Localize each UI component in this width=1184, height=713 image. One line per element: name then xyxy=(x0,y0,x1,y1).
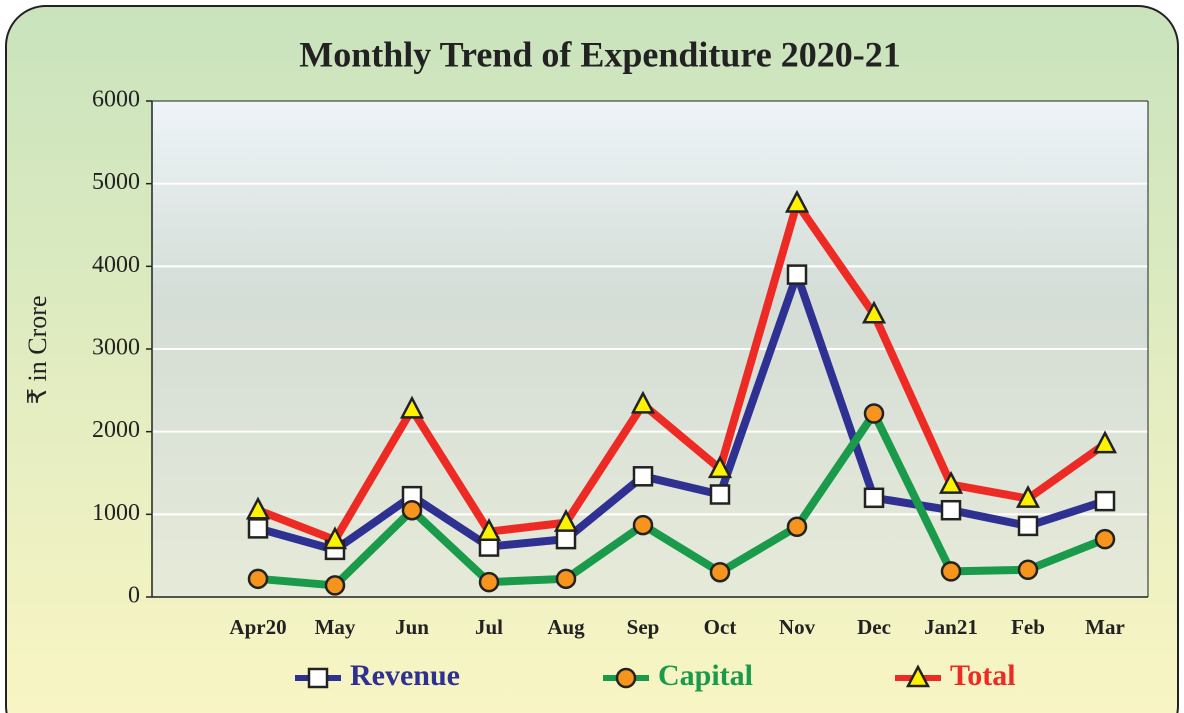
data-point xyxy=(322,526,348,550)
x-tick-label: Dec xyxy=(857,615,891,639)
data-point xyxy=(1094,490,1116,512)
legend-label: Total xyxy=(950,659,1016,692)
data-point xyxy=(938,470,964,494)
y-tick-label: 0 xyxy=(128,583,140,609)
data-point xyxy=(245,496,271,520)
series-line xyxy=(256,270,1107,554)
data-point xyxy=(632,514,654,536)
data-point xyxy=(1094,528,1116,550)
data-point xyxy=(786,264,808,285)
legend-marker xyxy=(615,667,637,689)
data-point xyxy=(555,568,577,590)
y-tick-label: 4000 xyxy=(92,252,140,278)
data-point xyxy=(630,390,656,414)
legend-label: Capital xyxy=(658,659,753,692)
data-point xyxy=(940,499,962,521)
data-point xyxy=(247,518,269,539)
x-tick-label: Jul xyxy=(475,615,503,639)
data-point xyxy=(709,484,731,505)
data-point xyxy=(707,455,733,479)
data-point xyxy=(555,528,577,550)
x-tick-label: Nov xyxy=(779,615,816,639)
data-point xyxy=(784,189,810,213)
data-point xyxy=(553,508,579,532)
data-point xyxy=(1015,484,1041,508)
data-point xyxy=(401,499,423,521)
legend-marker xyxy=(905,664,931,688)
chart-title: Monthly Trend of Expenditure 2020-21 xyxy=(299,34,900,74)
x-tick-label: May xyxy=(315,615,356,639)
legend-label: Revenue xyxy=(350,659,460,692)
x-tick-label: Jun xyxy=(395,615,429,639)
data-point xyxy=(247,568,269,590)
y-axis-label: ₹ in Crore xyxy=(23,296,52,405)
data-point xyxy=(632,466,654,487)
data-point xyxy=(861,300,887,324)
data-point xyxy=(786,516,808,537)
legend-marker xyxy=(307,667,329,689)
y-tick-label: 1000 xyxy=(92,500,140,526)
series-line xyxy=(257,409,1107,590)
x-tick-label: Aug xyxy=(547,615,585,639)
data-point xyxy=(476,518,502,541)
y-tick-label: 5000 xyxy=(92,169,140,195)
data-point xyxy=(863,403,885,424)
y-tick-label: 6000 xyxy=(92,87,140,113)
series-line xyxy=(256,199,1108,544)
data-point xyxy=(324,575,346,596)
x-tick-label: Sep xyxy=(627,615,660,639)
data-point xyxy=(1017,559,1039,580)
data-point xyxy=(940,561,962,582)
x-tick-label: Apr20 xyxy=(229,615,286,639)
data-point xyxy=(1017,515,1039,537)
data-point xyxy=(478,571,500,593)
data-point xyxy=(1092,430,1118,454)
data-point xyxy=(399,395,425,419)
x-tick-label: Feb xyxy=(1011,615,1045,639)
data-point xyxy=(863,487,885,509)
x-tick-label: Jan21 xyxy=(924,615,978,639)
data-point xyxy=(709,561,731,583)
x-tick-label: Oct xyxy=(704,615,737,639)
x-tick-label: Mar xyxy=(1085,615,1125,639)
y-tick-label: 3000 xyxy=(92,335,140,361)
y-tick-label: 2000 xyxy=(92,417,140,443)
